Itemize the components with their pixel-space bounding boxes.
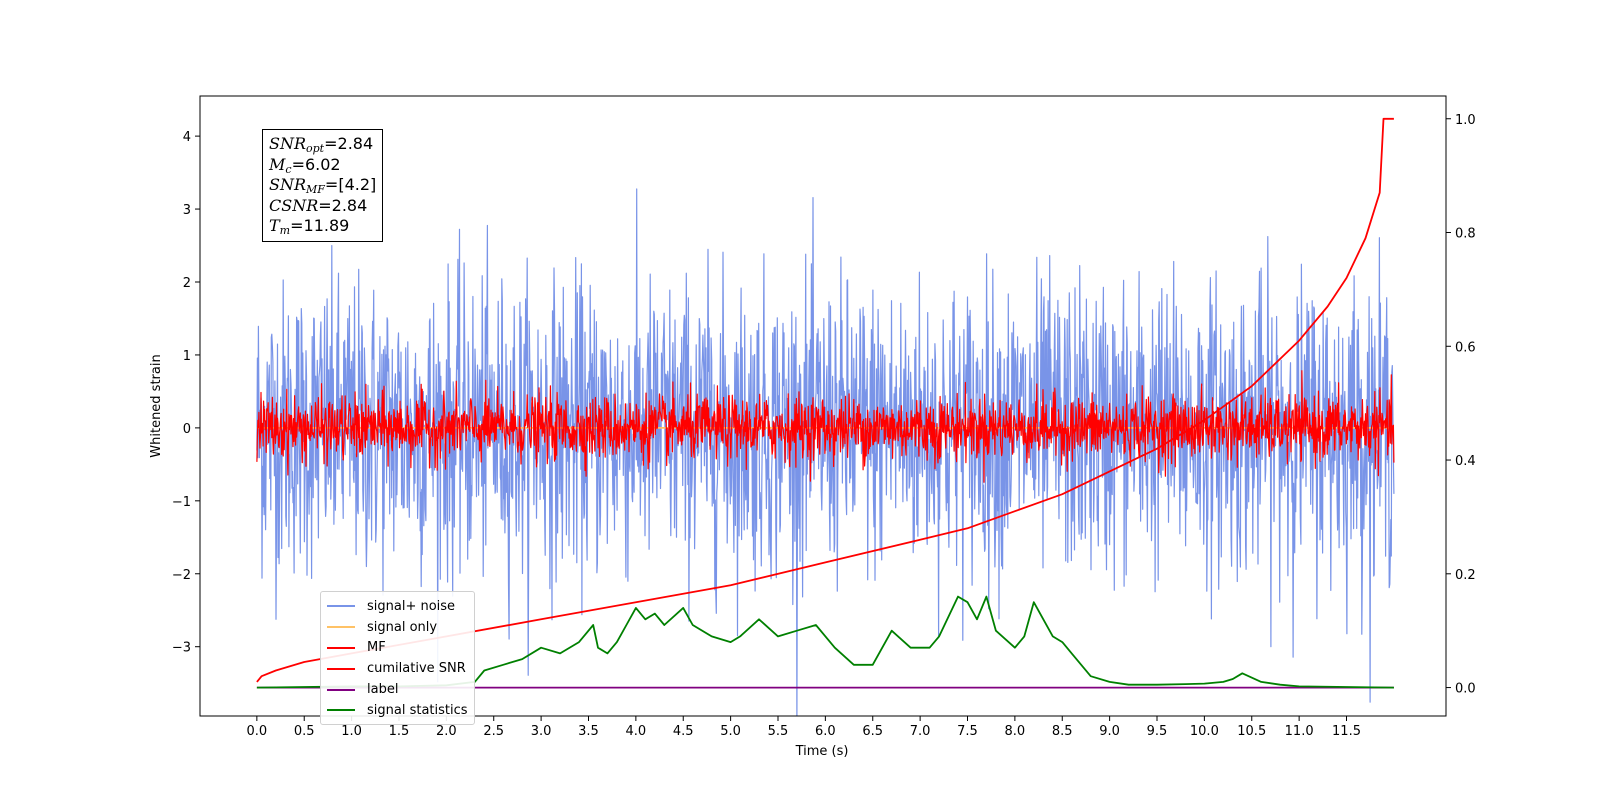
x-axis: 0.0 0.5 1.0 1.5 2.0 2.5 3.0 3.5 4.0 4.5 5.0 5.5 6.0 6… — [247, 716, 1361, 739]
y-tick-label: 3 — [183, 203, 191, 218]
y2-tick-label: 0.2 — [1455, 568, 1476, 583]
x-tick-label: 9.5 — [1147, 724, 1168, 739]
y-tick-label: −2 — [172, 568, 191, 583]
y-axis-label: Whitened strain — [149, 354, 164, 457]
legend-item-mf: MF — [327, 638, 468, 659]
legend: signal+ noise signal only MF cumilative … — [320, 591, 475, 725]
x-tick-label: 5.5 — [768, 724, 789, 739]
x-tick-label: 4.0 — [626, 724, 647, 739]
legend-item-signal-noise: signal+ noise — [327, 596, 468, 617]
y-axis-left: 4 3 2 1 0 −1 −2 −3 — [172, 130, 200, 656]
y2-tick-label: 0.4 — [1455, 454, 1476, 469]
info-box: SNRopt=2.84 Mc=6.02 SNRMF=[4.2] CSNR=2.8… — [262, 129, 384, 242]
y-axis-right: 1.0 0.8 0.6 0.4 0.2 0.0 — [1446, 113, 1476, 697]
x-tick-label: 2.5 — [483, 724, 504, 739]
legend-item-signal-only: signal only — [327, 617, 468, 638]
series-signal-noise — [256, 188, 1395, 716]
y2-tick-label: 0.6 — [1455, 340, 1476, 355]
x-tick-label: 11.0 — [1285, 724, 1314, 739]
legend-item-signal-statistics: signal statistics — [327, 700, 468, 721]
x-tick-label: 8.0 — [1005, 724, 1026, 739]
x-tick-label: 5.0 — [720, 724, 741, 739]
x-tick-label: 9.0 — [1099, 724, 1120, 739]
series-mf — [256, 370, 1395, 483]
y-tick-label: −1 — [172, 495, 191, 510]
y-tick-label: −3 — [172, 641, 191, 656]
legend-item-label: label — [327, 679, 468, 700]
legend-swatch — [327, 688, 355, 691]
y2-tick-label: 1.0 — [1455, 113, 1476, 128]
info-tm: Tm=11.89 — [269, 216, 350, 237]
x-tick-label: 4.5 — [673, 724, 694, 739]
x-tick-label: 0.0 — [247, 724, 268, 739]
x-tick-label: 2.0 — [436, 724, 457, 739]
legend-item-cumulative-snr: cumilative SNR — [327, 658, 468, 679]
x-tick-label: 1.5 — [389, 724, 410, 739]
legend-swatch — [327, 709, 355, 712]
x-tick-label: 3.0 — [531, 724, 552, 739]
legend-swatch — [327, 605, 355, 608]
y-tick-label: 0 — [183, 422, 191, 437]
x-tick-label: 6.0 — [815, 724, 836, 739]
info-mc: Mc=6.02 — [269, 154, 341, 176]
y2-tick-label: 0.8 — [1455, 227, 1476, 242]
x-tick-label: 0.5 — [294, 724, 315, 739]
y2-tick-label: 0.0 — [1455, 682, 1476, 697]
y-tick-label: 1 — [183, 349, 191, 364]
info-snr-opt: SNRopt=2.84 — [269, 134, 374, 155]
x-tick-label: 7.5 — [957, 724, 978, 739]
info-snr-mf: SNRMF=[4.2] — [269, 175, 377, 196]
legend-swatch — [327, 646, 355, 649]
x-tick-label: 8.5 — [1052, 724, 1073, 739]
x-tick-label: 6.5 — [862, 724, 883, 739]
info-csnr: CSNR=2.84 — [269, 195, 368, 215]
x-tick-label: 11.5 — [1332, 724, 1361, 739]
x-tick-label: 1.0 — [341, 724, 362, 739]
x-axis-label: Time (s) — [795, 744, 849, 759]
y-tick-label: 2 — [183, 276, 191, 291]
legend-swatch — [327, 667, 355, 670]
x-tick-label: 3.5 — [578, 724, 599, 739]
series-signal-statistics — [256, 595, 1394, 689]
x-tick-label: 10.5 — [1237, 724, 1266, 739]
legend-swatch — [327, 626, 355, 629]
y-tick-label: 4 — [183, 130, 191, 145]
x-tick-label: 7.0 — [910, 724, 931, 739]
plot-frame — [199, 95, 1447, 717]
x-tick-label: 10.0 — [1190, 724, 1219, 739]
